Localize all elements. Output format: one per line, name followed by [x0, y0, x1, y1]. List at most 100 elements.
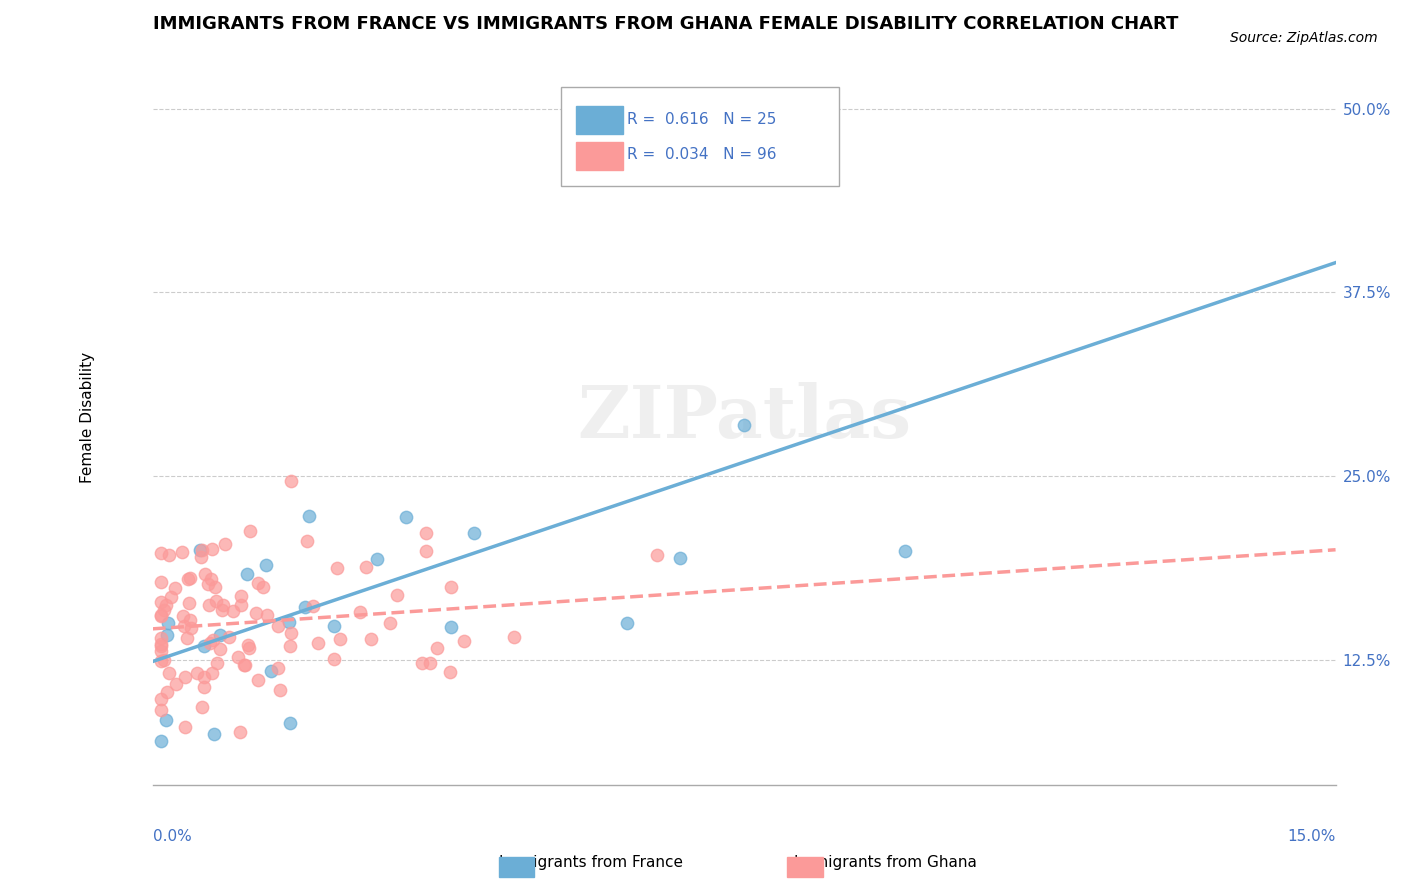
Point — [323, 652, 346, 666]
Point — [188, 543, 211, 558]
Point — [173, 619, 195, 633]
Point — [385, 588, 408, 602]
Point — [205, 657, 228, 671]
Point — [245, 606, 267, 620]
Point — [366, 552, 388, 566]
Point — [349, 605, 371, 619]
Point — [194, 567, 217, 582]
Point — [733, 418, 755, 433]
Point — [236, 567, 259, 582]
Point — [156, 628, 179, 642]
Point — [208, 641, 231, 656]
Point — [294, 599, 316, 614]
Point — [229, 589, 252, 603]
Point — [163, 581, 186, 595]
Text: Immigrants from France: Immigrants from France — [499, 855, 682, 870]
Point — [193, 639, 215, 653]
Point — [463, 525, 485, 540]
Text: Immigrants from Ghana: Immigrants from Ghana — [794, 855, 977, 870]
Point — [201, 542, 224, 557]
Point — [302, 599, 325, 614]
Point — [193, 670, 215, 684]
Point — [197, 577, 219, 591]
Point — [211, 599, 233, 613]
Point — [298, 508, 321, 523]
Point — [256, 558, 278, 573]
Point — [150, 608, 173, 623]
Point — [278, 716, 301, 731]
FancyBboxPatch shape — [576, 142, 623, 169]
Point — [226, 650, 249, 665]
Text: Source: ZipAtlas.com: Source: ZipAtlas.com — [1230, 31, 1378, 45]
Point — [149, 574, 172, 589]
Point — [360, 632, 382, 647]
Point — [415, 544, 437, 558]
Point — [218, 630, 240, 644]
Point — [246, 576, 269, 591]
Point — [200, 666, 222, 681]
Point — [198, 635, 221, 649]
Point — [197, 598, 219, 612]
Point — [411, 657, 433, 671]
Point — [260, 664, 283, 678]
Point — [269, 682, 291, 697]
Point — [149, 595, 172, 609]
Point — [419, 657, 441, 671]
Point — [439, 665, 461, 679]
Point — [395, 509, 418, 524]
Point — [266, 619, 288, 633]
Point — [157, 665, 180, 680]
Point — [174, 720, 197, 734]
Point — [149, 546, 172, 560]
Point — [202, 727, 225, 741]
Point — [179, 596, 201, 610]
Point — [280, 475, 302, 489]
Point — [280, 626, 302, 640]
Point — [222, 604, 245, 618]
Point — [149, 637, 172, 651]
Point — [156, 685, 179, 699]
Point — [157, 548, 180, 562]
Point — [329, 632, 352, 647]
Point — [170, 545, 193, 559]
Point — [179, 614, 201, 628]
Text: Female Disability: Female Disability — [80, 352, 96, 483]
Point — [202, 633, 225, 648]
Point — [155, 599, 177, 613]
Point — [149, 644, 172, 658]
Text: R =  0.616   N = 25: R = 0.616 N = 25 — [627, 112, 776, 128]
Point — [278, 615, 301, 629]
Point — [247, 673, 270, 687]
Point — [191, 699, 214, 714]
Point — [238, 638, 260, 652]
Point — [157, 615, 180, 630]
Point — [149, 691, 172, 706]
Point — [440, 619, 463, 633]
FancyBboxPatch shape — [561, 87, 839, 186]
Point — [186, 666, 208, 681]
Point — [172, 608, 194, 623]
Text: IMMIGRANTS FROM FRANCE VS IMMIGRANTS FROM GHANA FEMALE DISABILITY CORRELATION CH: IMMIGRANTS FROM FRANCE VS IMMIGRANTS FRO… — [153, 15, 1178, 33]
Point — [354, 559, 377, 574]
Point — [235, 657, 257, 672]
Point — [278, 639, 301, 653]
Point — [645, 549, 668, 563]
Text: 15.0%: 15.0% — [1286, 830, 1336, 844]
Text: 0.0%: 0.0% — [153, 830, 191, 844]
Point — [160, 591, 183, 605]
Point — [200, 573, 222, 587]
Point — [453, 634, 475, 648]
Point — [426, 640, 449, 655]
Point — [326, 561, 349, 575]
Point — [616, 616, 638, 631]
Point — [155, 713, 177, 727]
Point — [440, 580, 463, 594]
Point — [165, 677, 187, 691]
Point — [894, 544, 917, 558]
Point — [180, 621, 202, 635]
Point — [252, 580, 274, 594]
Point — [149, 608, 172, 623]
Point — [149, 639, 172, 653]
Text: ZIPatlas: ZIPatlas — [576, 382, 911, 453]
Point — [190, 549, 212, 564]
